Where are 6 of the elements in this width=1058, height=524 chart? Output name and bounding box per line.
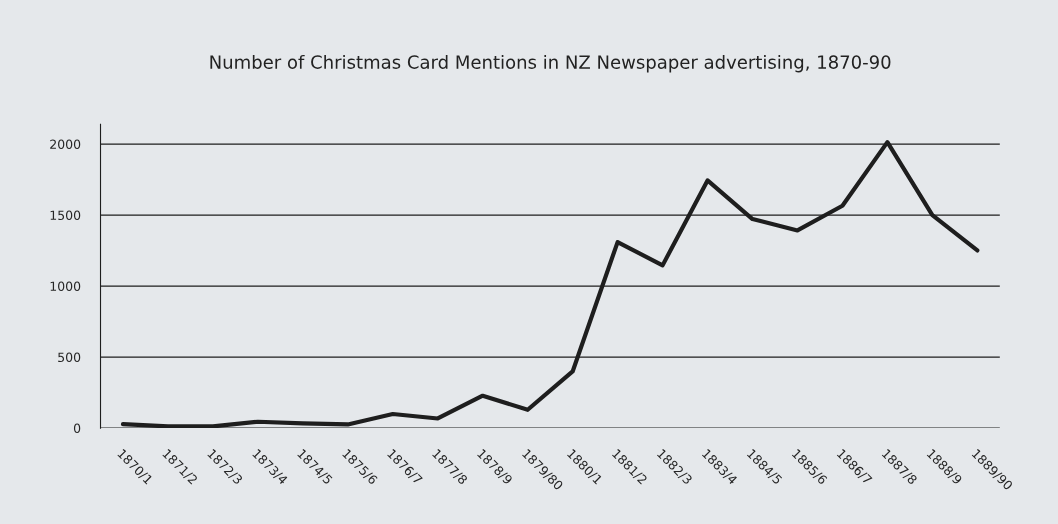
y-tick-label: 1000	[50, 281, 81, 292]
y-tick-label: 1500	[50, 210, 81, 221]
y-tick-label: 0	[73, 423, 81, 434]
y-tick-label: 500	[58, 352, 81, 363]
chart-title: Number of Christmas Card Mentions in NZ Newspaper advertising, 1870-90	[210, 54, 891, 73]
y-tick-label: 2000	[50, 139, 81, 149]
